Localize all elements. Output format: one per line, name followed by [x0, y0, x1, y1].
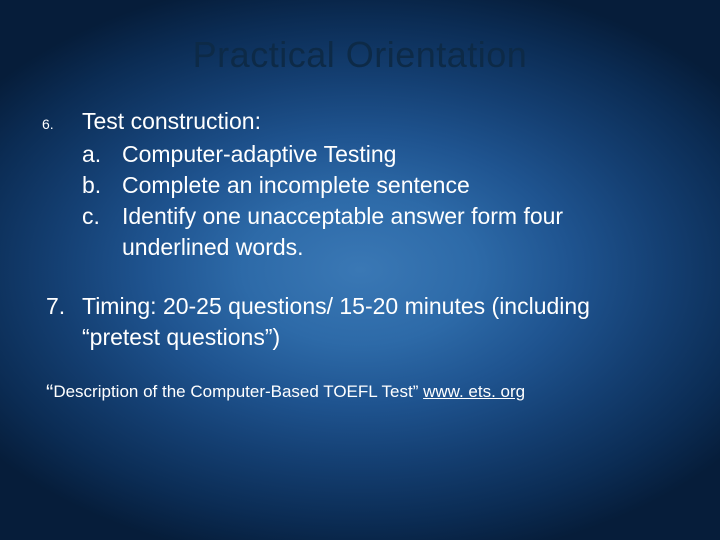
- footnote-link[interactable]: www. ets. org: [423, 382, 525, 401]
- subitem-c: c. Identify one unacceptable answer form…: [82, 201, 670, 263]
- slide-title: Practical Orientation: [0, 0, 720, 76]
- subitem-c-letter: c.: [82, 201, 122, 232]
- item6-content: Test construction: a. Computer-adaptive …: [82, 106, 670, 263]
- list-item-7: 7. Timing: 20-25 questions/ 15-20 minute…: [42, 291, 670, 353]
- subitem-a-text: Computer-adaptive Testing: [122, 139, 670, 170]
- item6-sublist: a. Computer-adaptive Testing b. Complete…: [82, 139, 670, 263]
- subitem-a: a. Computer-adaptive Testing: [82, 139, 670, 170]
- subitem-c-text: Identify one unacceptable answer form fo…: [122, 201, 670, 263]
- slide-body: 6. Test construction: a. Computer-adapti…: [0, 76, 720, 408]
- item7-text: Timing: 20-25 questions/ 15-20 minutes (…: [82, 291, 670, 353]
- item6-marker: 6.: [42, 106, 82, 134]
- subitem-b-letter: b.: [82, 170, 122, 201]
- item7-marker: 7.: [46, 291, 82, 322]
- footnote-text: Description of the Computer-Based TOEFL …: [53, 382, 423, 401]
- list-item-6: 6. Test construction: a. Computer-adapti…: [42, 106, 670, 263]
- subitem-b-text: Complete an incomplete sentence: [122, 170, 670, 201]
- footnote: “Description of the Computer-Based TOEFL…: [42, 379, 670, 408]
- slide: Practical Orientation 6. Test constructi…: [0, 0, 720, 540]
- subitem-a-letter: a.: [82, 139, 122, 170]
- subitem-b: b. Complete an incomplete sentence: [82, 170, 670, 201]
- item6-heading: Test construction:: [82, 106, 670, 137]
